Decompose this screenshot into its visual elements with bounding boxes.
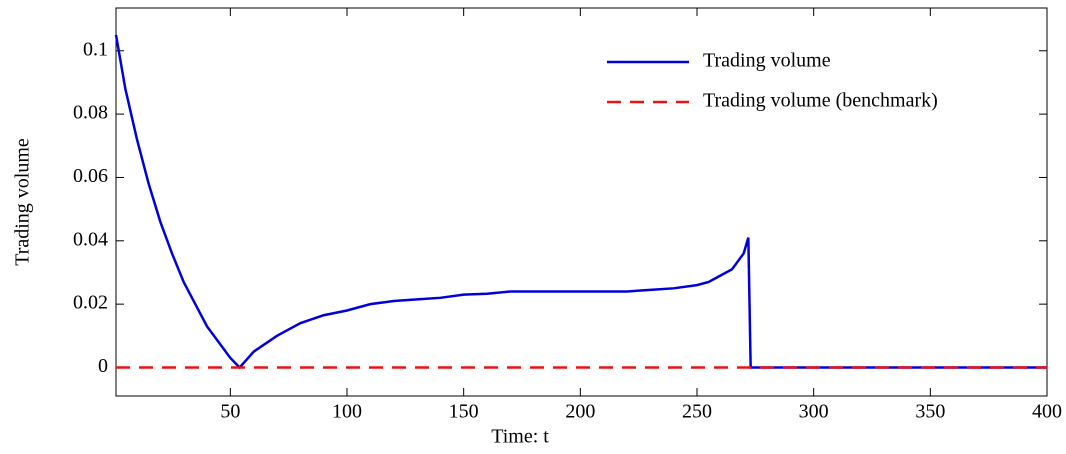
x-tick-label: 150 bbox=[449, 401, 479, 423]
x-tick-label: 250 bbox=[682, 401, 712, 423]
x-tick-label: 400 bbox=[1032, 401, 1062, 423]
y-tick-label: 0.04 bbox=[73, 228, 108, 250]
x-axis-label: Time: t bbox=[491, 426, 549, 448]
x-tick-label: 50 bbox=[220, 401, 240, 423]
x-tick-label: 100 bbox=[332, 401, 362, 423]
y-tick-label: 0.06 bbox=[73, 165, 108, 187]
y-axis-label: Trading volume bbox=[12, 138, 34, 266]
x-tick-label: 200 bbox=[565, 401, 595, 423]
y-tick-label: 0.02 bbox=[73, 292, 108, 314]
y-tick-label: 0 bbox=[98, 355, 108, 377]
plot-frame bbox=[115, 7, 1048, 397]
y-tick-label: 0.08 bbox=[73, 102, 108, 124]
x-tick-label: 350 bbox=[915, 401, 945, 423]
x-tick-label: 300 bbox=[799, 401, 829, 423]
series-line bbox=[114, 34, 1047, 370]
y-tick-label: 0.1 bbox=[83, 38, 108, 60]
legend-label: Trading volume (benchmark) bbox=[703, 90, 938, 112]
legend-label: Trading volume bbox=[703, 50, 831, 72]
